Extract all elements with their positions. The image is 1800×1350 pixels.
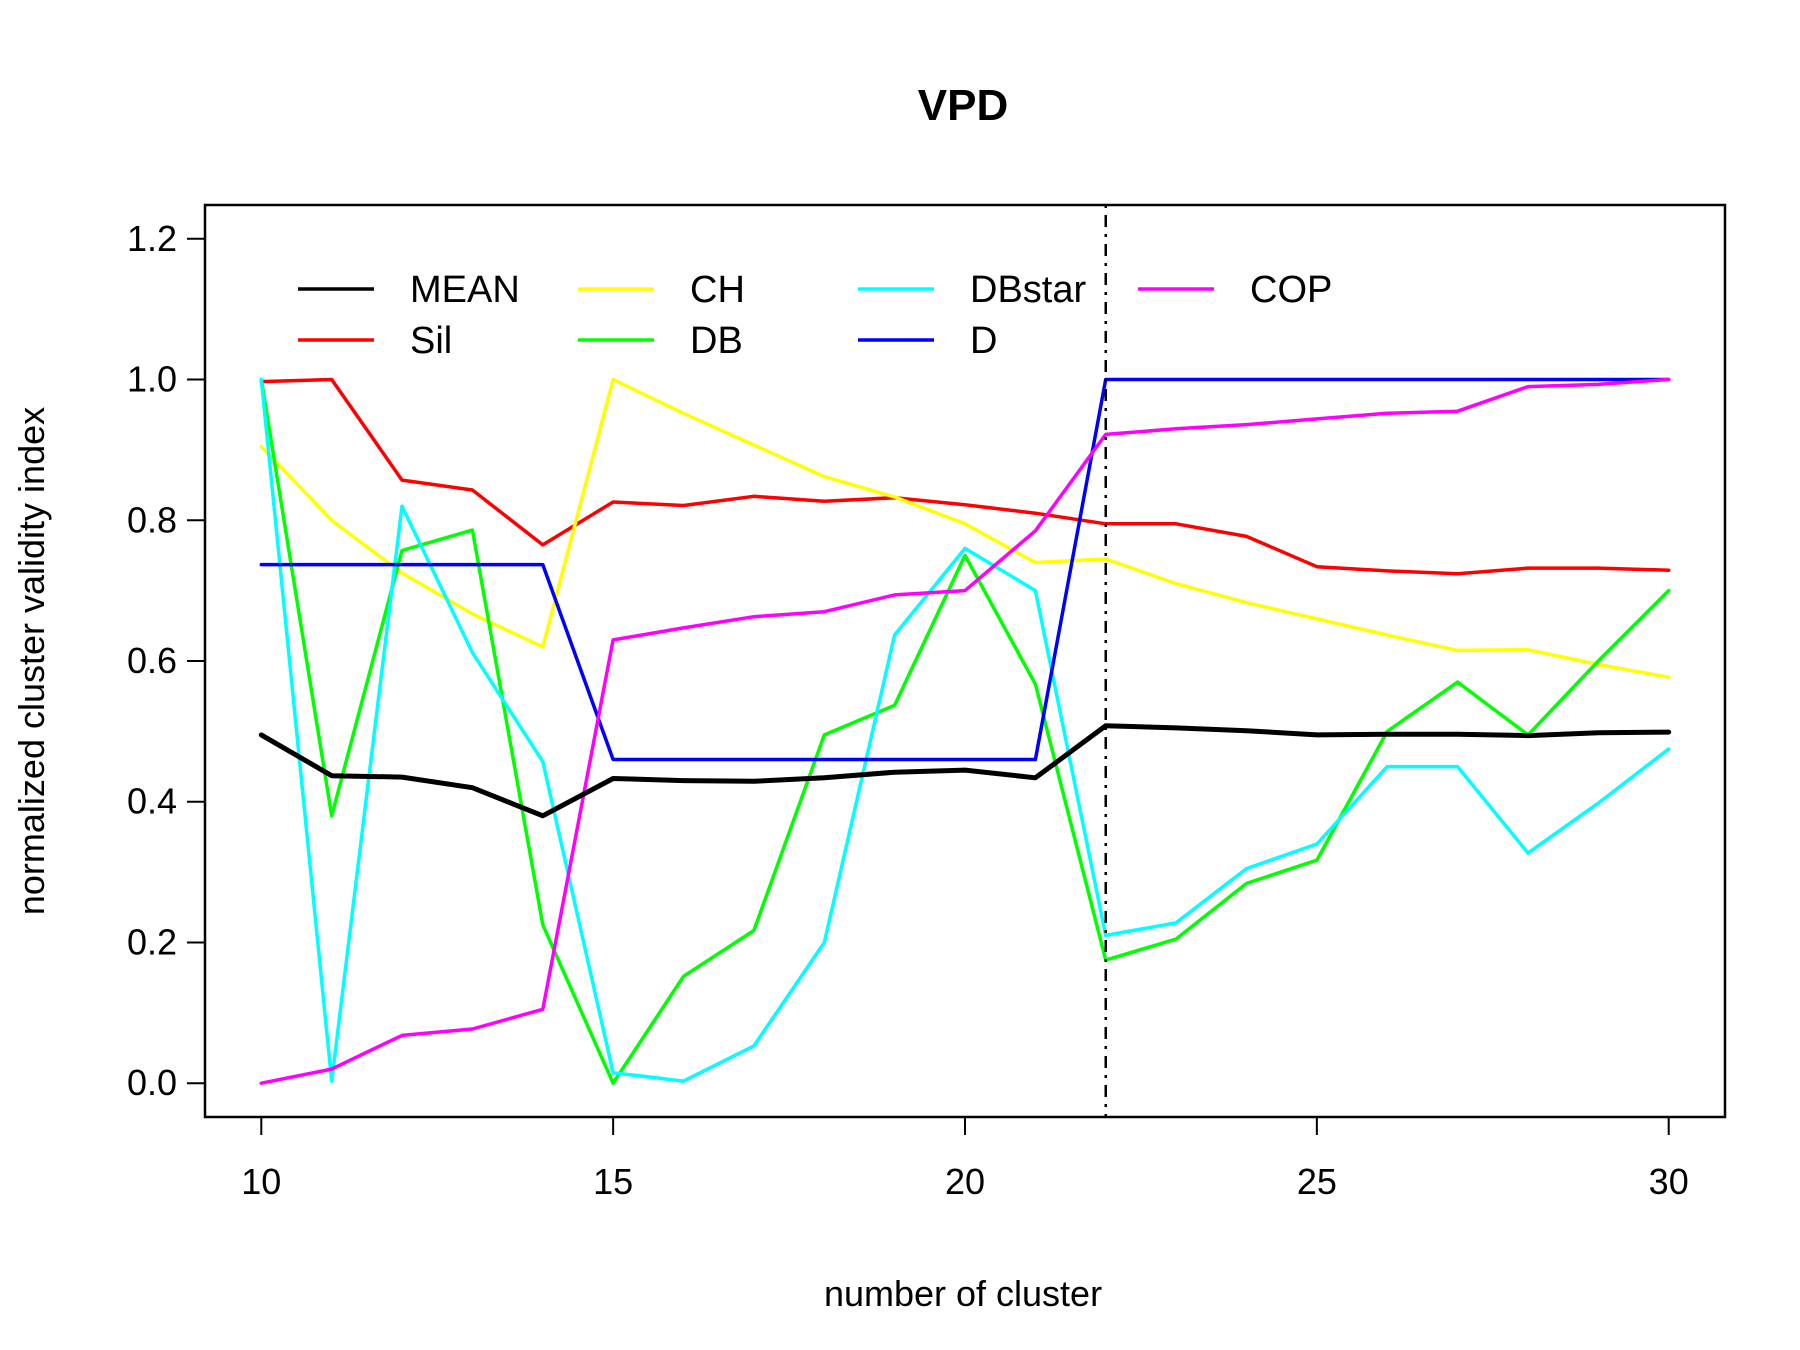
x-tick-label: 25 [1297, 1161, 1337, 1202]
legend-label-db: DB [690, 320, 743, 362]
series-line-mean [258, 723, 1672, 819]
x-axis-label: number of cluster [824, 1273, 1102, 1314]
x-axis: 10 15 20 25 30 [241, 1116, 1689, 1202]
legend-label-dbstar: DBstar [970, 269, 1086, 311]
series-line-dbstar [259, 377, 1671, 1083]
series-lines [258, 377, 1672, 1085]
legend-label-ch: CH [690, 269, 745, 311]
x-tick-label: 20 [945, 1161, 985, 1202]
x-tick-label: 30 [1649, 1161, 1689, 1202]
legend-label-d: D [970, 320, 997, 362]
chart-title: VPD [918, 81, 1008, 130]
y-tick-label: 1.0 [127, 359, 177, 400]
y-tick-label: 0.6 [127, 640, 177, 681]
x-tick-label: 15 [593, 1161, 633, 1202]
y-tick-label: 0.4 [127, 781, 177, 822]
legend-label-sil: Sil [410, 320, 452, 362]
series-line-d [259, 377, 1671, 762]
y-tick-label: 1.2 [127, 218, 177, 259]
series-line-ch [259, 377, 1671, 679]
y-axis-label: normalized cluster validity index [11, 407, 52, 915]
legend: MEAN CH DBstar COP Sil DB D [298, 269, 1332, 362]
series-line-db [259, 377, 1671, 1085]
y-tick-label: 0.0 [127, 1062, 177, 1103]
y-tick-label: 0.8 [127, 499, 177, 540]
x-tick-label: 10 [241, 1161, 281, 1202]
series-line-sil [259, 377, 1671, 576]
y-tick-label: 0.2 [127, 921, 177, 962]
legend-label-mean: MEAN [410, 269, 520, 311]
y-axis: 0.0 0.2 0.4 0.6 0.8 1.0 1.2 [127, 218, 206, 1103]
series-line-cop [259, 377, 1671, 1085]
legend-label-cop: COP [1250, 269, 1332, 311]
